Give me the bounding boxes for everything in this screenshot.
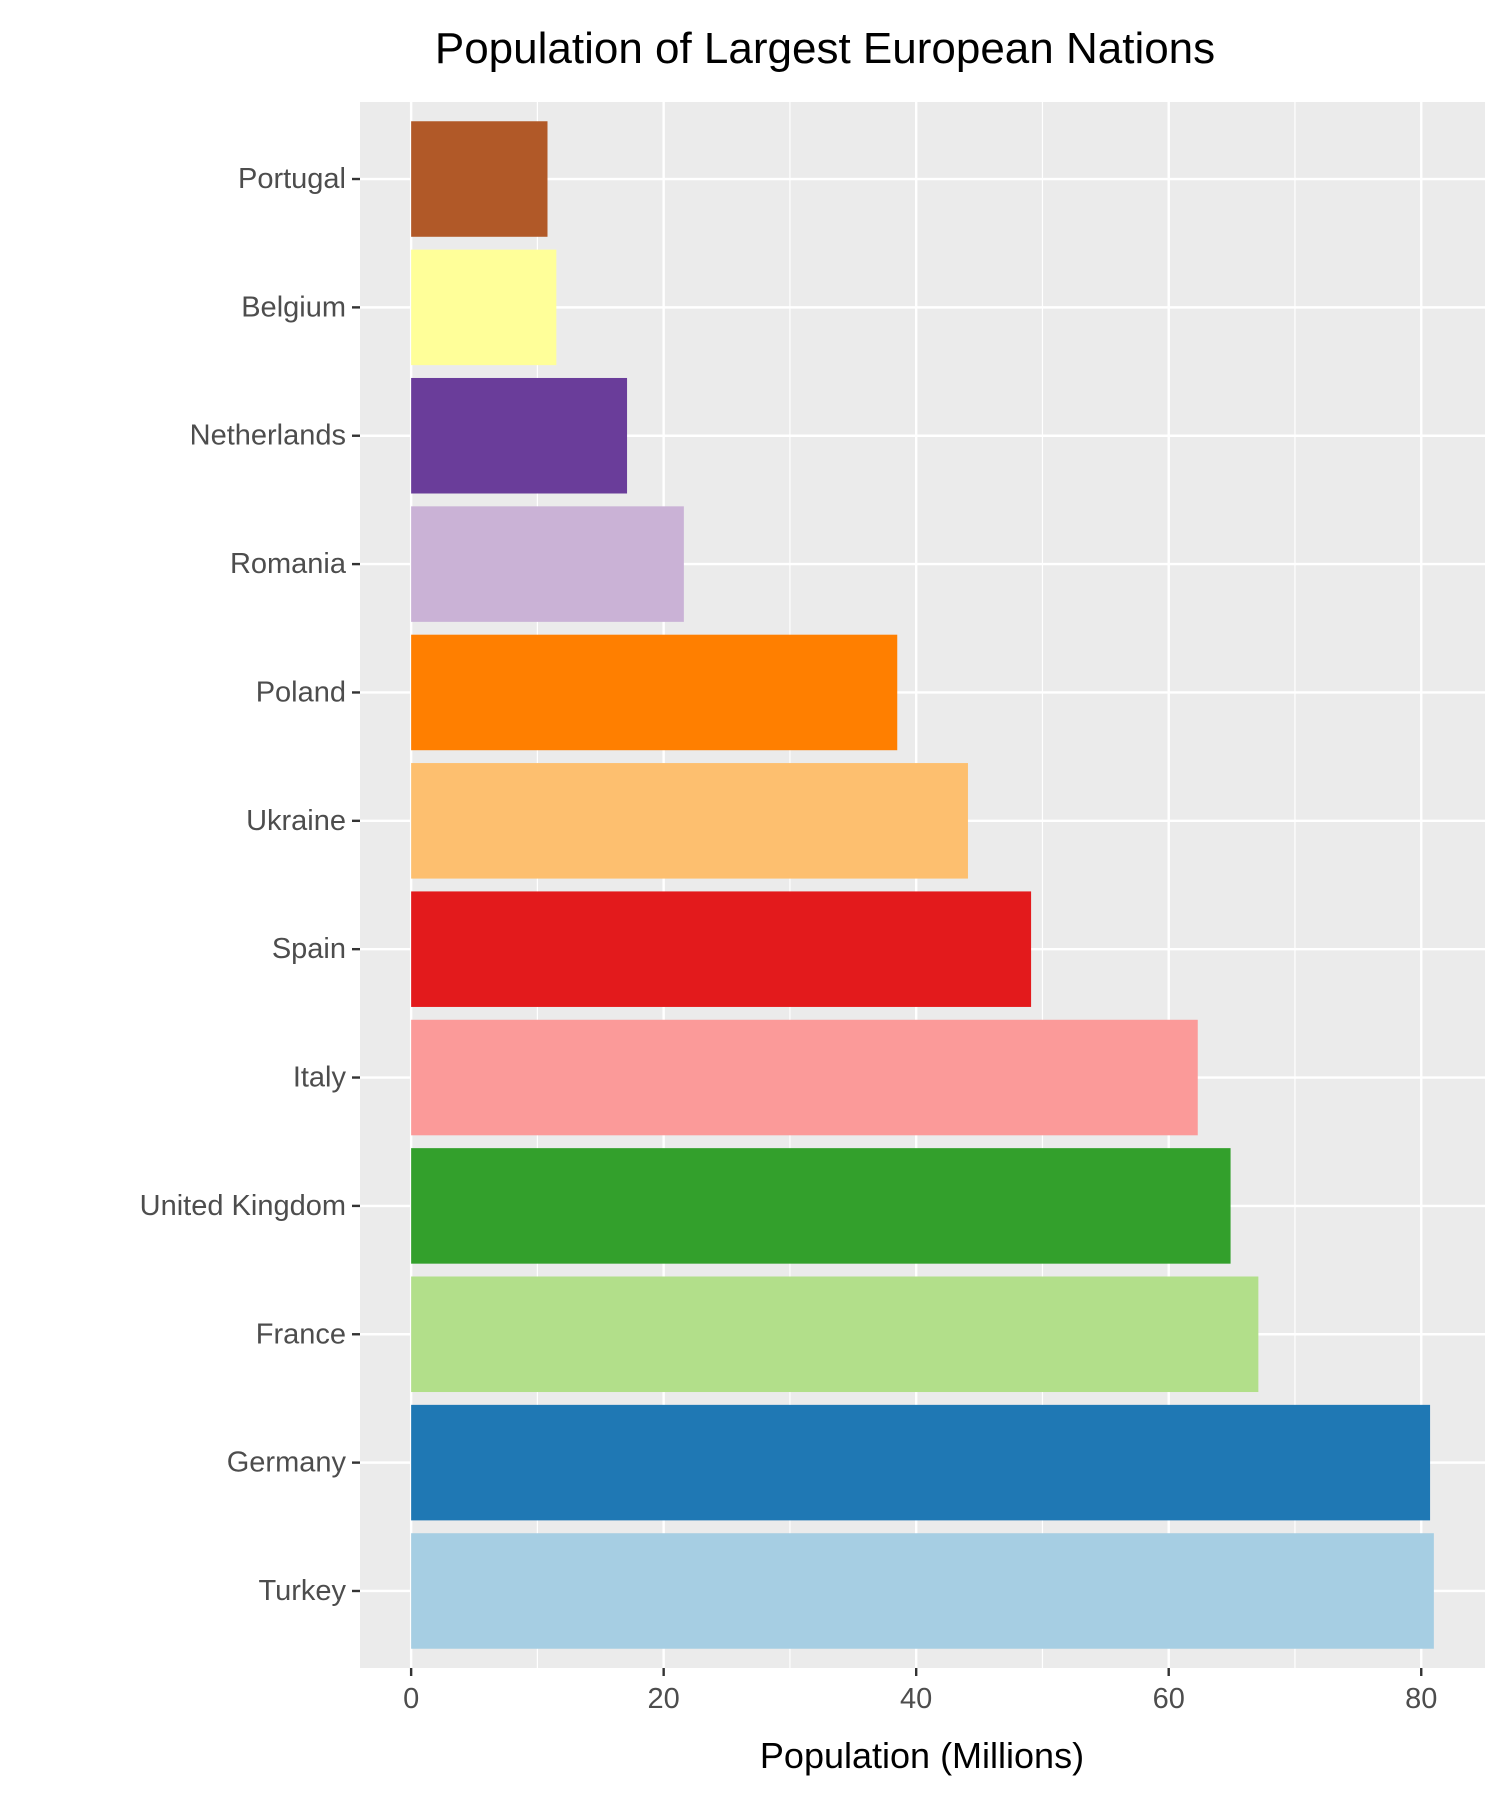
x-tick-label: 40 bbox=[900, 1683, 932, 1715]
bar-turkey bbox=[411, 1533, 1434, 1649]
y-tick-label: France bbox=[256, 1318, 346, 1350]
y-tick-label: Portugal bbox=[238, 163, 346, 195]
bar-portugal bbox=[411, 121, 548, 237]
y-tick-label: Spain bbox=[272, 933, 346, 965]
bars bbox=[411, 121, 1434, 1649]
y-tick-label: Turkey bbox=[258, 1575, 346, 1607]
x-axis: 0 20 40 60 80 bbox=[403, 1668, 1437, 1715]
x-tick-label: 80 bbox=[1405, 1683, 1437, 1715]
bar-spain bbox=[411, 891, 1032, 1007]
y-tick-label: United Kingdom bbox=[140, 1190, 346, 1222]
y-tick-label: Belgium bbox=[241, 291, 346, 323]
bar-germany bbox=[411, 1404, 1431, 1521]
bar-netherlands bbox=[411, 377, 628, 494]
y-tick-label: Ukraine bbox=[246, 805, 346, 837]
x-tick-label: 20 bbox=[648, 1683, 680, 1715]
y-tick-label: Romania bbox=[230, 548, 347, 580]
bar-ukraine bbox=[411, 763, 968, 879]
bar-romania bbox=[411, 506, 684, 622]
bar-italy bbox=[411, 1019, 1198, 1136]
x-tick-label: 0 bbox=[403, 1683, 419, 1715]
y-axis: Turkey Germany France United Kingdom Italy Sp… bbox=[140, 163, 360, 1607]
bar-poland bbox=[411, 634, 898, 751]
x-axis-label: Population (Millions) bbox=[760, 1735, 1084, 1776]
bar-belgium bbox=[411, 249, 557, 366]
x-tick-label: 60 bbox=[1153, 1683, 1185, 1715]
y-tick-label: Netherlands bbox=[190, 420, 346, 452]
y-tick-label: Germany bbox=[227, 1447, 347, 1479]
chart-title: Population of Largest European Nations bbox=[435, 24, 1215, 73]
y-tick-label: Poland bbox=[256, 676, 346, 708]
y-tick-label: Italy bbox=[293, 1062, 347, 1094]
bar-united-kingdom bbox=[411, 1148, 1231, 1264]
bar-france bbox=[411, 1276, 1259, 1393]
